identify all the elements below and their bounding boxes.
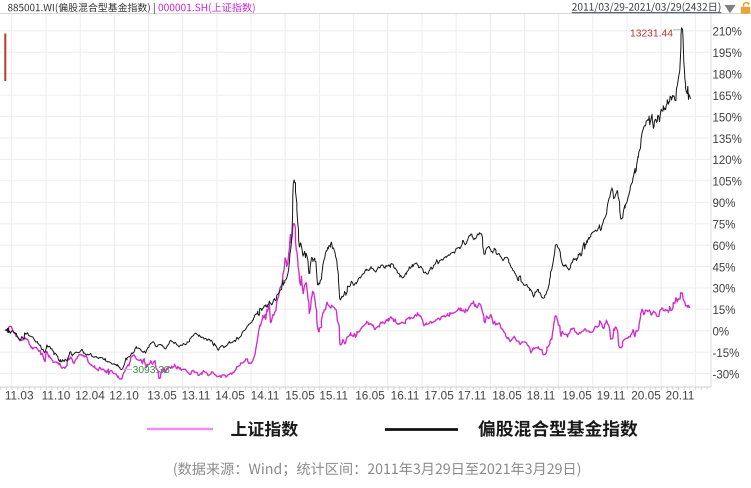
svg-text:12.10: 12.10: [109, 388, 139, 402]
svg-text:20.05: 20.05: [631, 388, 661, 402]
svg-text:45%: 45%: [713, 262, 736, 274]
svg-text:60%: 60%: [713, 241, 736, 253]
svg-text:165%: 165%: [713, 91, 742, 103]
svg-text:19.05: 19.05: [562, 388, 592, 402]
svg-text:20.11: 20.11: [666, 388, 695, 402]
svg-text:90%: 90%: [713, 198, 736, 210]
svg-text:135%: 135%: [713, 134, 742, 146]
svg-text:-30%: -30%: [713, 369, 740, 381]
svg-text:30%: 30%: [713, 284, 736, 296]
svg-text:3093.33: 3093.33: [133, 365, 170, 376]
svg-text:210%: 210%: [713, 27, 742, 39]
svg-text:13.05: 13.05: [147, 388, 177, 402]
svg-text:180%: 180%: [713, 70, 742, 82]
svg-text:18.11: 18.11: [527, 388, 556, 402]
svg-text:150%: 150%: [713, 112, 742, 124]
svg-text:15%: 15%: [713, 305, 736, 317]
svg-text:14.11: 14.11: [251, 388, 280, 402]
svg-text:11.10: 11.10: [42, 388, 71, 402]
svg-text:75%: 75%: [713, 220, 736, 232]
svg-text:11.03: 11.03: [5, 388, 34, 402]
svg-text:15.05: 15.05: [285, 388, 315, 402]
svg-text:195%: 195%: [713, 48, 742, 60]
svg-text:16.05: 16.05: [355, 388, 385, 402]
svg-text:15.11: 15.11: [319, 388, 348, 402]
svg-text:12.04: 12.04: [75, 388, 105, 402]
svg-text:17.11: 17.11: [458, 388, 487, 402]
svg-text:13231.44: 13231.44: [630, 29, 673, 40]
svg-text:105%: 105%: [713, 177, 742, 189]
svg-text:19.11: 19.11: [597, 388, 626, 402]
svg-text:17.05: 17.05: [424, 388, 454, 402]
svg-text:120%: 120%: [713, 155, 742, 167]
svg-text:18.05: 18.05: [492, 388, 522, 402]
svg-text:16.11: 16.11: [391, 388, 420, 402]
svg-text:-15%: -15%: [713, 348, 740, 360]
svg-text:13.11: 13.11: [182, 388, 211, 402]
svg-text:14.05: 14.05: [215, 388, 245, 402]
svg-text:0%: 0%: [713, 327, 730, 339]
